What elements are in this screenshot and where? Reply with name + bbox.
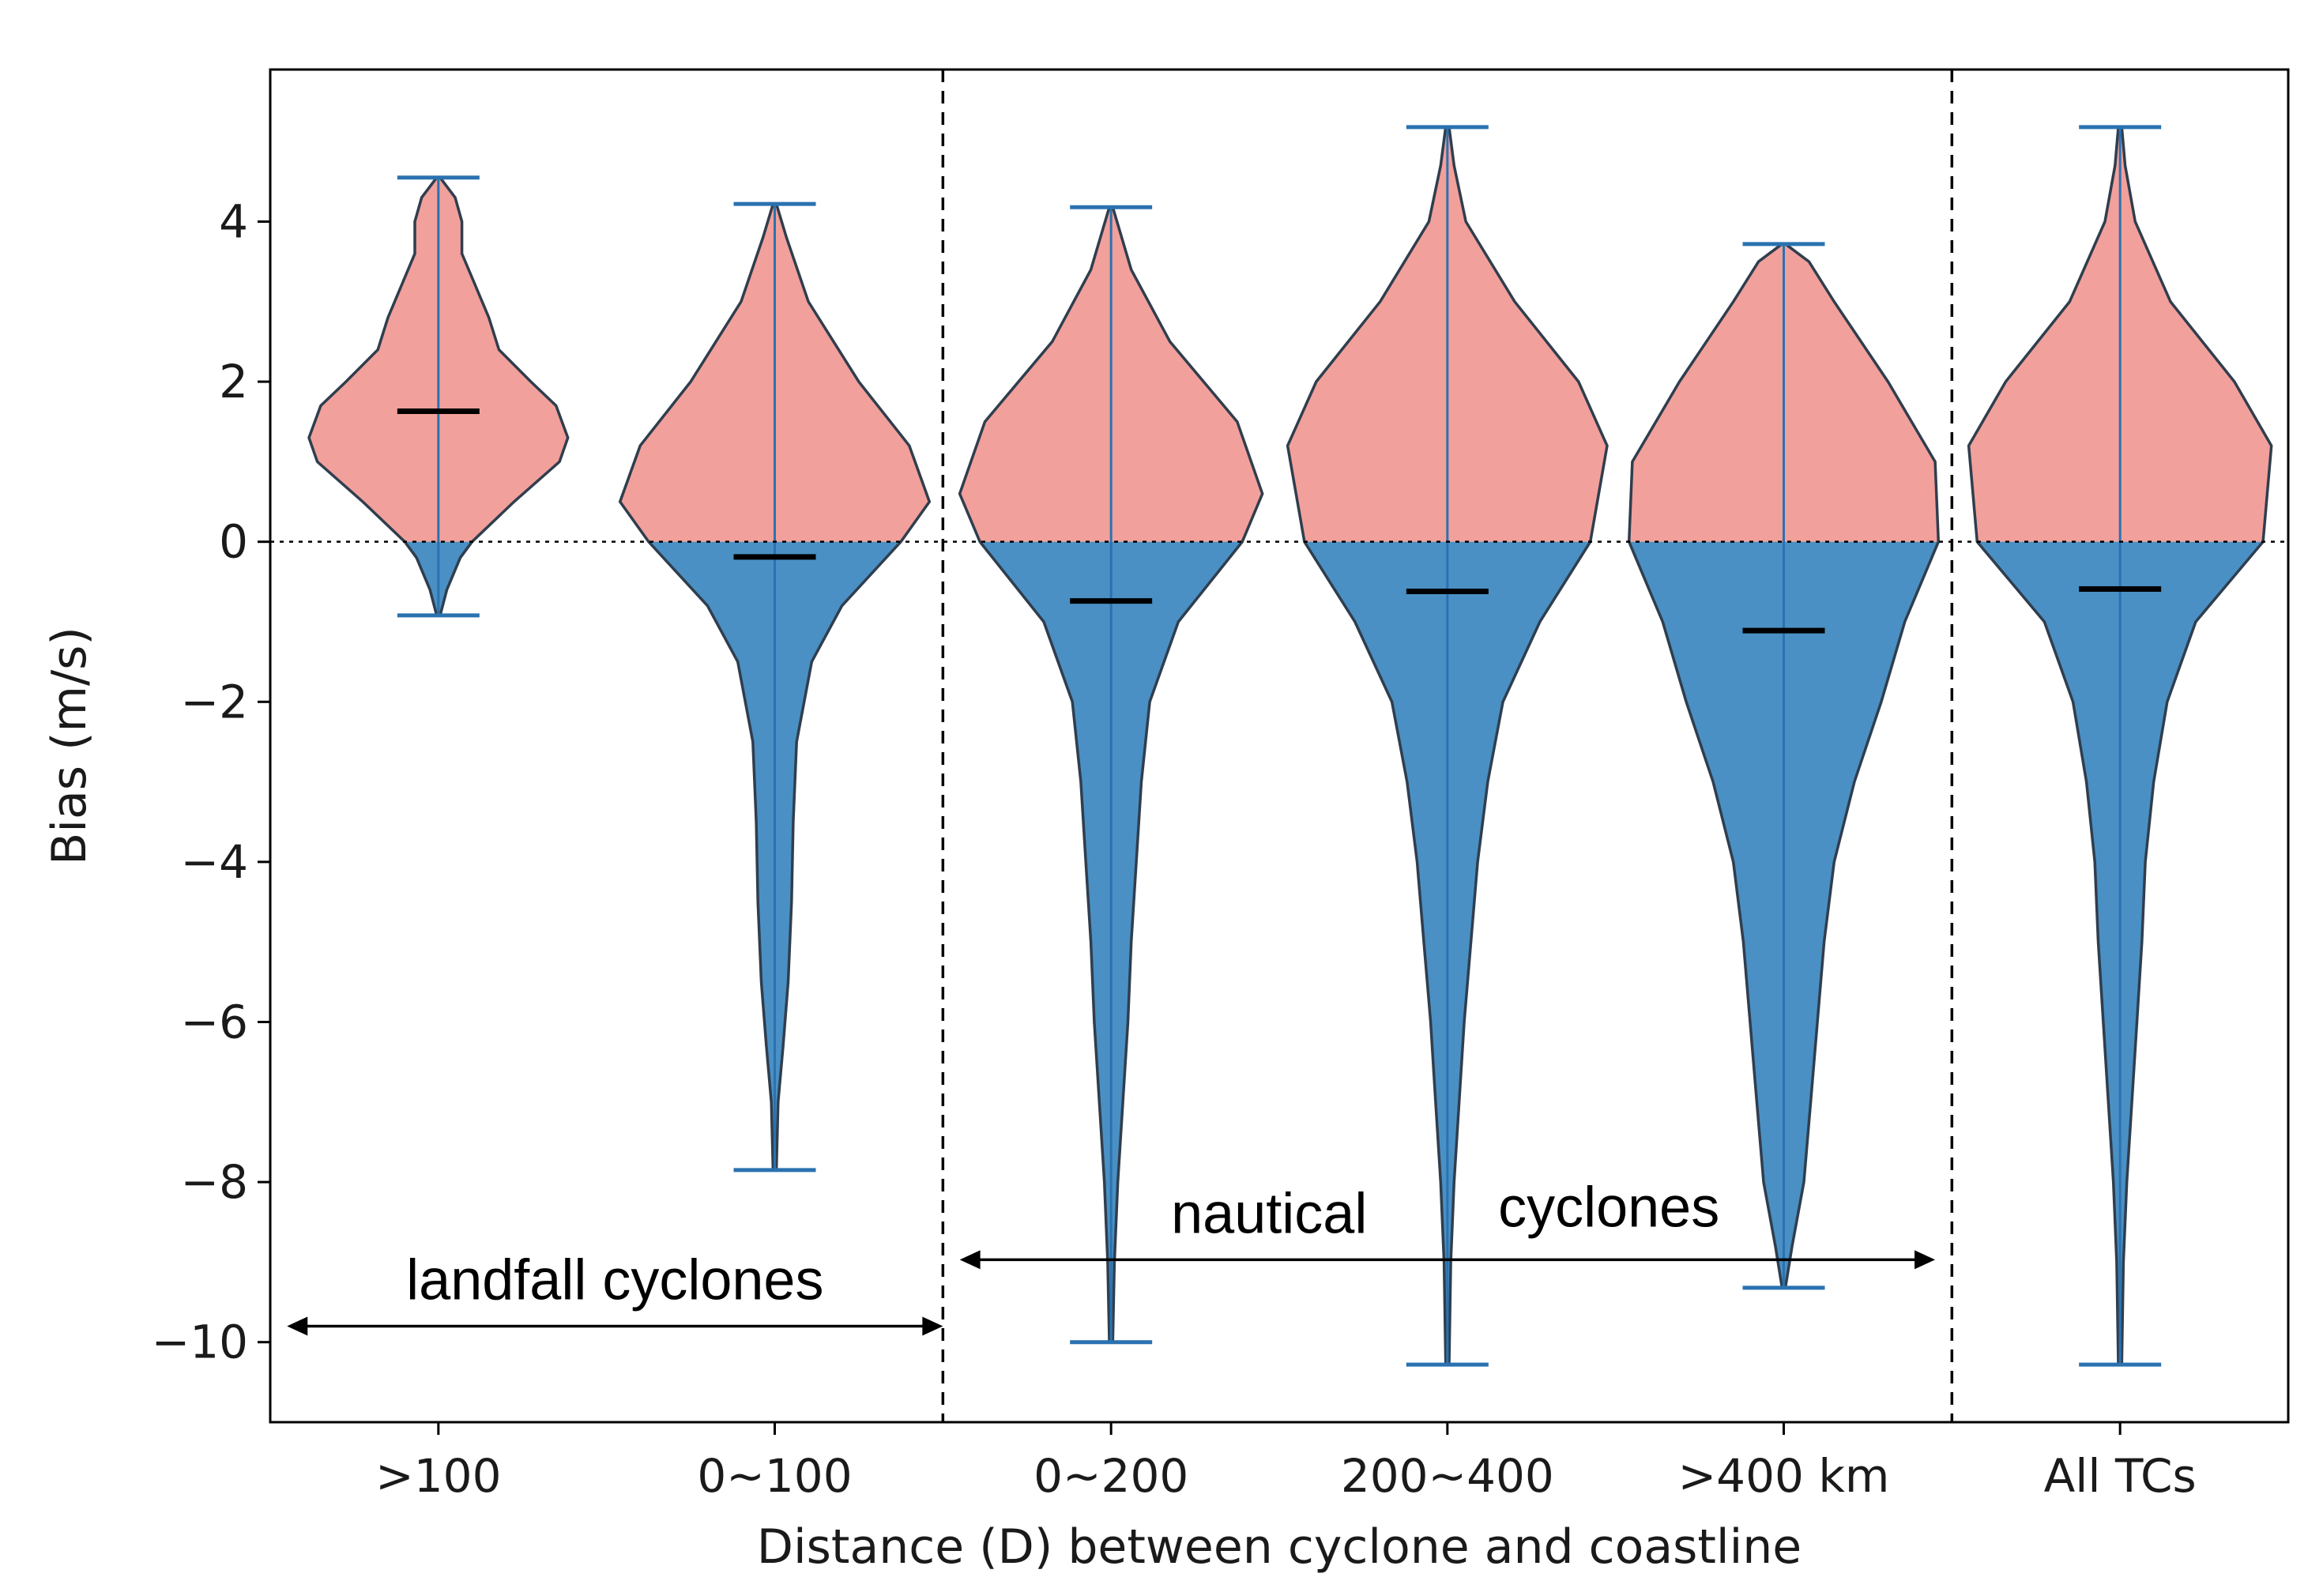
plot-frame (269, 68, 2290, 1424)
x-tick-label: 0~100 (697, 1449, 852, 1503)
arrow-head-left (959, 1250, 981, 1270)
x-tick-label: >400 km (1678, 1449, 1890, 1503)
y-axis-title: Bias (m/s) (42, 627, 97, 865)
x-axis-title: Distance (D) between cyclone and coastli… (757, 1519, 1802, 1575)
nautical-arrow (959, 1250, 1936, 1270)
y-tick-label: 0 (219, 515, 248, 569)
y-tick-label: −10 (152, 1316, 248, 1369)
x-axis: >100 0~100 0~200 200~400 >400 km All TCs (375, 1422, 2197, 1503)
mean-markers-layer (397, 408, 2162, 634)
x-tick-label: All TCs (2044, 1449, 2197, 1503)
y-tick-label: 2 (219, 355, 248, 408)
y-tick-label: −2 (181, 675, 249, 728)
nautical-label: nautical (1171, 1182, 1367, 1245)
y-tick-label: −4 (181, 835, 249, 889)
x-tick-label: >100 (375, 1449, 501, 1503)
violin-4 (1627, 242, 1941, 1290)
y-tick-label: 4 (219, 194, 248, 248)
landfall-arrow (287, 1316, 943, 1336)
cyclones-label: cyclones (1498, 1176, 1719, 1239)
arrow-head-right (1914, 1250, 1936, 1270)
y-tick-label: −8 (181, 1155, 249, 1209)
violin-5 (1967, 125, 2273, 1367)
x-tick-label: 0~200 (1033, 1449, 1188, 1503)
arrow-head-left (287, 1316, 308, 1336)
y-tick-label: −6 (181, 995, 249, 1048)
annotations-layer: landfall cyclones nautical cyclones (287, 1176, 1936, 1336)
group-separators-layer (941, 70, 1954, 1422)
violin-2 (958, 205, 1264, 1345)
x-tick-label: 200~400 (1341, 1449, 1554, 1503)
landfall-cyclones-label: landfall cyclones (406, 1248, 823, 1312)
violin-0 (307, 175, 570, 618)
arrow-head-right (922, 1316, 943, 1336)
y-axis: 4 2 0 −2 −4 −6 −8 −10 (152, 194, 270, 1369)
violin-1 (618, 201, 932, 1173)
